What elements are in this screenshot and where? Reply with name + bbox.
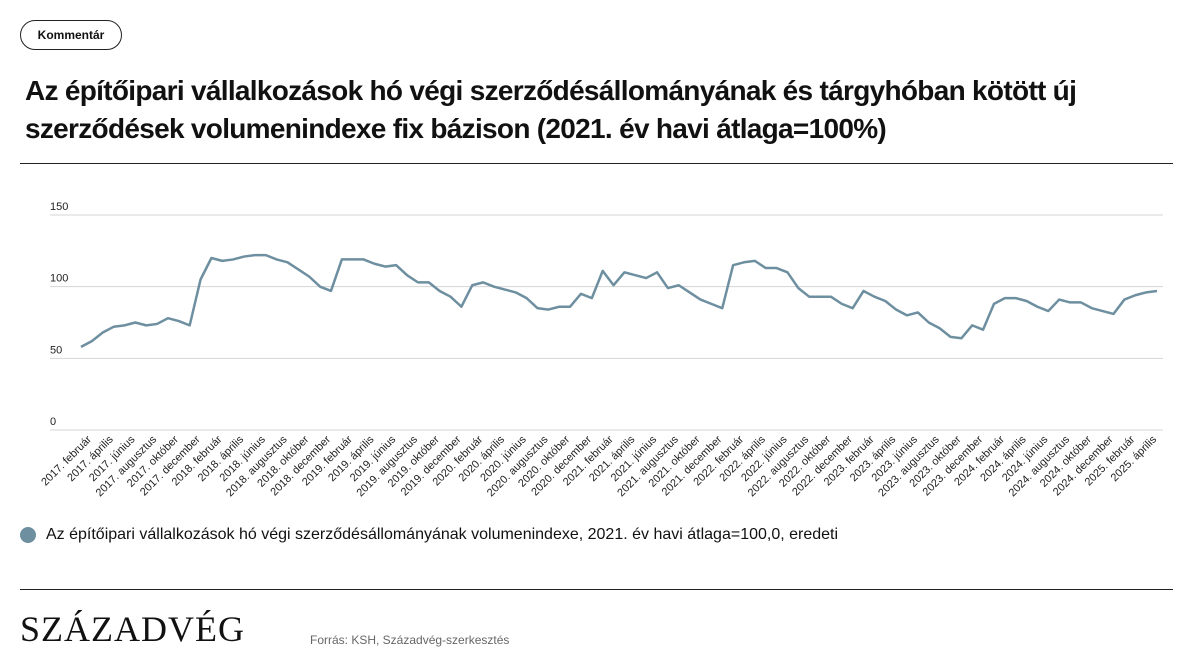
chart-title: Az építőipari vállalkozások hó végi szer…: [25, 75, 1077, 144]
y-tick-label: 150: [50, 201, 68, 213]
source: Forrás: KSH, Századvég-szerkesztés: [310, 633, 510, 647]
series-line: [80, 253, 1158, 348]
y-tick-label: 100: [50, 273, 68, 285]
divider: [20, 589, 1173, 590]
divider: [20, 163, 1173, 164]
logo: SZÁZADVÉG: [20, 609, 245, 649]
legend-swatch: [20, 527, 36, 543]
y-tick-label: 50: [50, 344, 62, 356]
y-tick-label: 0: [50, 416, 56, 428]
legend: Az építőipari vállalkozások hó végi szer…: [20, 526, 838, 544]
legend-label: Az építőipari vállalkozások hó végi szer…: [46, 526, 839, 543]
comment-button[interactable]: Kommentár: [20, 20, 122, 50]
